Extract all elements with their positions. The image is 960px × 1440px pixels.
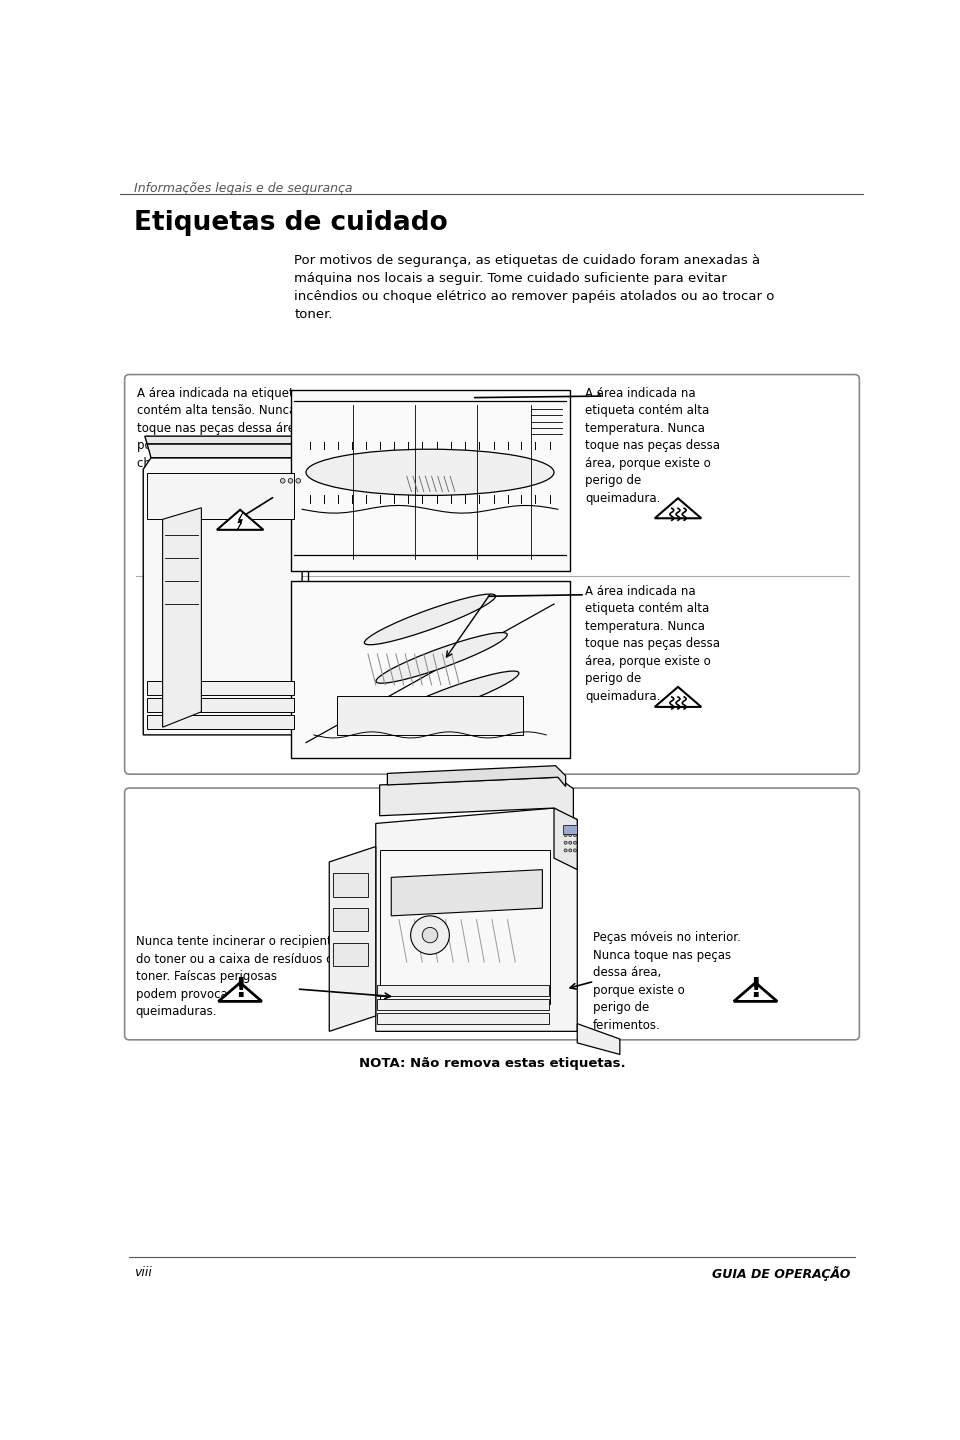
- Text: !: !: [234, 976, 247, 1002]
- Circle shape: [568, 825, 572, 829]
- Polygon shape: [655, 687, 701, 707]
- Text: Por motivos de segurança, as etiquetas de cuidado foram anexadas à
máquina nos l: Por motivos de segurança, as etiquetas d…: [295, 253, 775, 321]
- Polygon shape: [217, 510, 263, 530]
- Ellipse shape: [306, 449, 554, 495]
- Polygon shape: [147, 444, 299, 458]
- FancyBboxPatch shape: [125, 374, 859, 775]
- Polygon shape: [162, 508, 202, 727]
- Ellipse shape: [388, 671, 518, 721]
- Text: Etiquetas de cuidado: Etiquetas de cuidado: [134, 210, 447, 236]
- Bar: [564, 825, 577, 834]
- Circle shape: [296, 478, 300, 482]
- Bar: [333, 943, 368, 966]
- Text: Peças móveis no interior.
Nunca toque nas peças
dessa área,
porque existe o
peri: Peças móveis no interior. Nunca toque na…: [592, 932, 740, 1031]
- Circle shape: [564, 825, 567, 829]
- Bar: [333, 874, 368, 897]
- Circle shape: [280, 478, 285, 482]
- FancyBboxPatch shape: [125, 788, 859, 1040]
- Polygon shape: [143, 458, 302, 734]
- Circle shape: [411, 916, 449, 955]
- Circle shape: [573, 825, 576, 829]
- Bar: [377, 999, 549, 1009]
- Circle shape: [288, 478, 293, 482]
- Bar: [147, 714, 295, 729]
- Circle shape: [564, 841, 567, 844]
- Text: A área indicada na
etiqueta contém alta
temperatura. Nunca
toque nas peças dessa: A área indicada na etiqueta contém alta …: [585, 585, 720, 703]
- Polygon shape: [329, 847, 375, 1031]
- Bar: [337, 697, 523, 734]
- Text: Nunca tente incinerar o recipiente
do toner ou a caixa de resíduos do
toner. Faí: Nunca tente incinerar o recipiente do to…: [135, 935, 340, 1018]
- Text: A área indicada na etiqueta
contém alta tensão. Nunca
toque nas peças dessa área: A área indicada na etiqueta contém alta …: [137, 387, 306, 469]
- Bar: [379, 851, 550, 1004]
- Circle shape: [564, 848, 567, 852]
- Bar: [377, 985, 549, 996]
- Circle shape: [422, 927, 438, 943]
- FancyBboxPatch shape: [291, 580, 569, 757]
- Circle shape: [564, 834, 567, 837]
- Circle shape: [568, 834, 572, 837]
- Polygon shape: [388, 766, 565, 786]
- Polygon shape: [379, 778, 573, 819]
- Polygon shape: [577, 1024, 620, 1054]
- Polygon shape: [375, 808, 577, 1031]
- Bar: [147, 698, 295, 711]
- Text: GUIA DE OPERAÇÃO: GUIA DE OPERAÇÃO: [711, 1266, 850, 1282]
- Ellipse shape: [376, 632, 507, 683]
- Text: NOTA: Não remova estas etiquetas.: NOTA: Não remova estas etiquetas.: [359, 1057, 625, 1070]
- Polygon shape: [219, 982, 262, 1001]
- Circle shape: [568, 841, 572, 844]
- Text: viii: viii: [134, 1266, 152, 1279]
- Text: !: !: [749, 976, 761, 1002]
- Polygon shape: [237, 511, 243, 530]
- Polygon shape: [655, 498, 701, 518]
- Polygon shape: [554, 808, 577, 870]
- Bar: [333, 909, 368, 932]
- Text: Informações legais e de segurança: Informações legais e de segurança: [134, 181, 352, 194]
- Polygon shape: [733, 982, 778, 1001]
- Circle shape: [573, 848, 576, 852]
- Circle shape: [573, 834, 576, 837]
- Ellipse shape: [365, 595, 495, 645]
- Polygon shape: [145, 436, 296, 444]
- Bar: [147, 474, 295, 520]
- Circle shape: [573, 841, 576, 844]
- Bar: [377, 1012, 549, 1024]
- FancyBboxPatch shape: [291, 390, 569, 570]
- Polygon shape: [392, 870, 542, 916]
- Bar: [147, 681, 295, 696]
- Circle shape: [568, 848, 572, 852]
- Text: A área indicada na
etiqueta contém alta
temperatura. Nunca
toque nas peças dessa: A área indicada na etiqueta contém alta …: [585, 387, 720, 505]
